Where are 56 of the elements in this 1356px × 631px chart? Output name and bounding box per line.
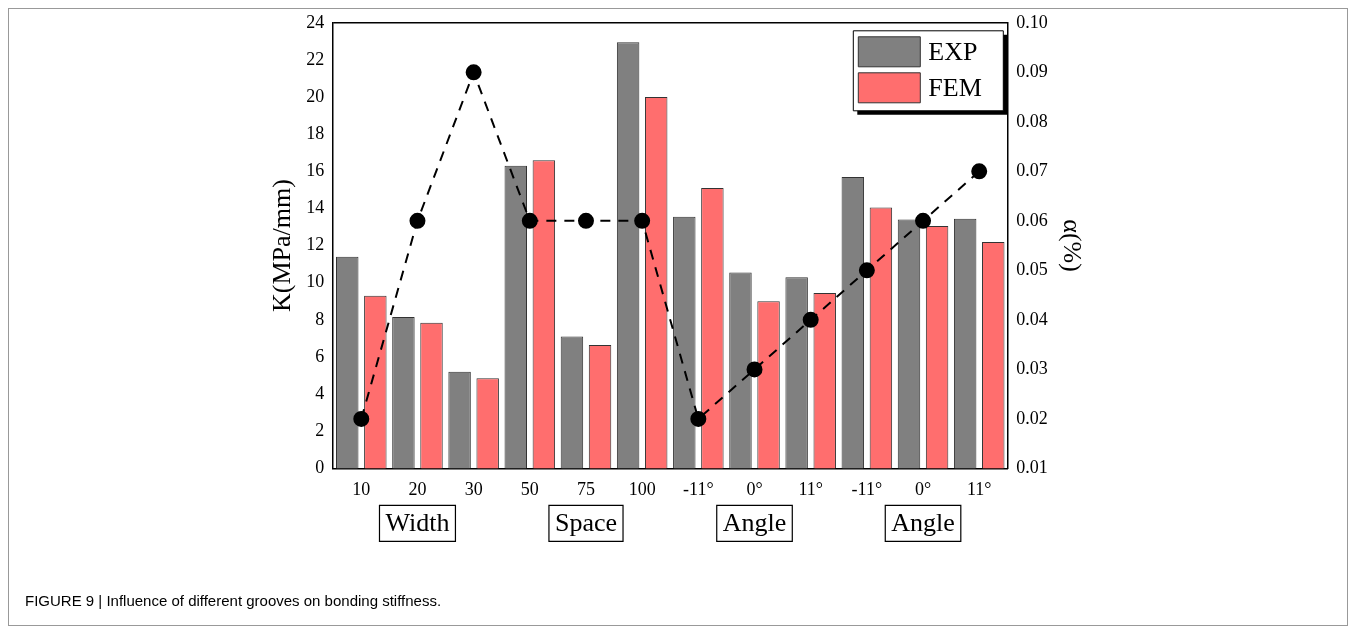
y-tick-label: 20: [306, 85, 325, 106]
x-tick-label: -11°: [683, 478, 714, 499]
point: [858, 262, 875, 279]
y2-tick-label: 0.06: [1016, 209, 1048, 230]
x-tick-label: 10: [352, 478, 371, 499]
y2-tick-label: 0.02: [1016, 407, 1048, 428]
x-tick-label: 100: [628, 478, 656, 499]
x-tick-label: 11°: [798, 478, 823, 499]
caption: FIGURE 9 | Influence of different grooves on bonding stiffness.: [24, 591, 443, 611]
point: [577, 212, 594, 229]
y-tick-label: 22: [306, 48, 325, 69]
y2-tick-label: 0.10: [1016, 11, 1048, 32]
y2-tick-label: 0.09: [1016, 61, 1048, 82]
y-tick-label: 16: [306, 160, 325, 181]
y-tick-label: 10: [306, 271, 325, 292]
text: Angle: [891, 508, 955, 538]
x-tick-label: 20: [408, 478, 427, 499]
x-tick-label: -11°: [851, 478, 883, 499]
x-tick-label: 30: [464, 478, 483, 499]
point: [634, 212, 651, 229]
legend-label: EXP: [928, 36, 978, 66]
x-tick-label: 50: [520, 478, 539, 499]
y-tick-label: 4: [315, 382, 325, 403]
point: [971, 163, 988, 180]
y-tick-label: 6: [315, 345, 325, 366]
y2-tick-label: 0.05: [1016, 259, 1048, 280]
y-tick-label: 18: [306, 122, 325, 143]
y-tick-label: 0: [315, 457, 325, 478]
point: [409, 212, 426, 229]
point: [802, 311, 819, 328]
y2-axis-title: α(%): [1057, 219, 1087, 272]
x-tick-label: 0°: [914, 478, 932, 499]
point: [746, 361, 763, 378]
y-tick-label: 2: [315, 420, 325, 440]
point: [915, 212, 932, 229]
x-tick-label: 75: [576, 478, 595, 499]
y-tick-label: 24: [306, 11, 325, 32]
point: [690, 410, 707, 427]
y2-tick-label: 0.04: [1016, 308, 1048, 329]
point: [521, 212, 538, 229]
point: [465, 64, 482, 81]
y2-tick-label: 0.07: [1016, 160, 1048, 181]
y-axis-title: K(MPa/mm): [267, 179, 297, 313]
legend-label: FEM: [928, 72, 982, 102]
x-tick-label: 0°: [746, 478, 763, 499]
y-tick-label: 8: [315, 308, 325, 329]
y2-tick-label: 0.03: [1016, 358, 1048, 379]
text: Angle: [722, 508, 787, 538]
text: Width: [385, 508, 450, 538]
text: Space: [554, 508, 618, 538]
x-tick-label: 11°: [966, 478, 992, 499]
y2-tick-label: 0.01: [1016, 457, 1048, 478]
point: [353, 410, 370, 427]
y2-tick-label: 0.08: [1016, 110, 1048, 131]
y-tick-label: 14: [306, 197, 325, 218]
y-tick-label: 12: [306, 234, 325, 255]
